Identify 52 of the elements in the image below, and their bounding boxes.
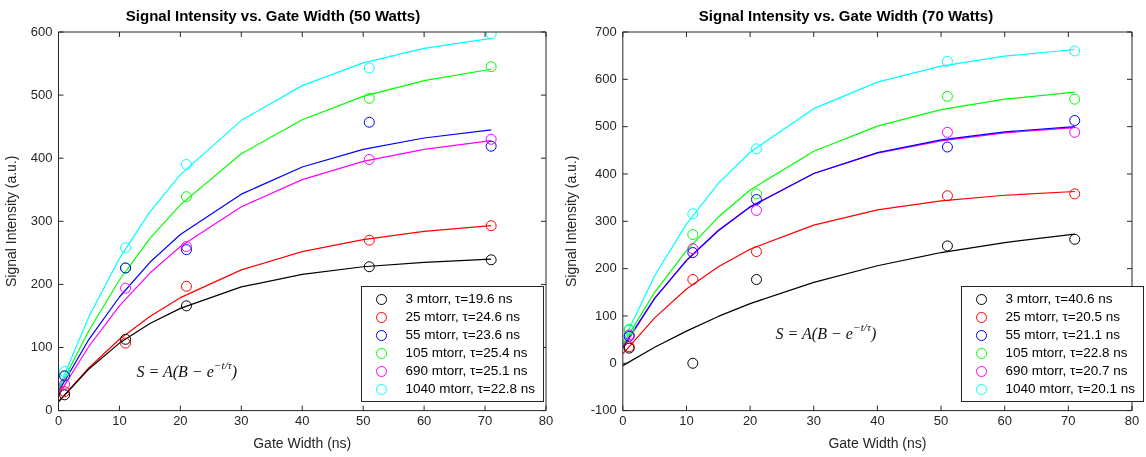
y-tick-label: 600 bbox=[595, 70, 617, 86]
x-tick-label: 30 bbox=[806, 412, 821, 428]
x-tick-label: 10 bbox=[112, 412, 127, 428]
y-tick-label: 700 bbox=[595, 23, 617, 39]
legend-label: 105 mtorr, τ=22.8 ns bbox=[1005, 344, 1128, 362]
legend-label: 3 mtorr, τ=40.6 ns bbox=[1005, 290, 1113, 308]
x-tick-label: 20 bbox=[742, 412, 758, 428]
x-tick-label: 10 bbox=[679, 412, 694, 428]
legend-label: 3 mtorr, τ=19.6 ns bbox=[405, 290, 513, 308]
x-tick-label: 40 bbox=[295, 412, 310, 428]
y-tick-label: 100 bbox=[30, 339, 53, 355]
y-tick-label: 200 bbox=[595, 260, 617, 276]
legend-label: 105 mtorr, τ=25.4 ns bbox=[405, 344, 528, 362]
x-tick-label: 60 bbox=[997, 412, 1012, 428]
y-tick-label: 0 bbox=[609, 354, 617, 370]
x-tick-label: 0 bbox=[54, 412, 63, 428]
x-tick-label: 0 bbox=[619, 412, 627, 428]
chart-title: Signal Intensity vs. Gate Width (70 Watts) bbox=[698, 7, 994, 25]
x-tick-label: 30 bbox=[234, 412, 249, 428]
y-tick-label: 100 bbox=[595, 307, 617, 323]
x-axis-title: Gate Width (ns) bbox=[253, 435, 352, 452]
x-tick-label: 70 bbox=[1061, 412, 1076, 428]
y-tick-label: 400 bbox=[30, 149, 53, 165]
x-tick-label: 70 bbox=[477, 412, 493, 428]
x-tick-label: 80 bbox=[538, 412, 554, 428]
y-tick-label: 500 bbox=[30, 86, 53, 102]
x-tick-label: 40 bbox=[870, 412, 885, 428]
x-tick-label: 20 bbox=[173, 412, 188, 428]
y-axis-title: Signal Intensity (a.u.) bbox=[563, 155, 580, 288]
chart-title: Signal Intensity vs. Gate Width (50 Watts) bbox=[125, 7, 421, 25]
legend-label: 1040 mtorr, τ=20.1 ns bbox=[1005, 380, 1135, 398]
y-tick-label: 500 bbox=[595, 118, 617, 134]
y-tick-label: 0 bbox=[45, 402, 53, 418]
legend-label: 55 mtorr, τ=21.1 ns bbox=[1005, 326, 1120, 344]
legend-label: 690 mtorr, τ=20.7 ns bbox=[1005, 362, 1128, 380]
legend-label: 55 mtorr, τ=23.6 ns bbox=[405, 326, 520, 344]
x-axis-title: Gate Width (ns) bbox=[828, 435, 927, 452]
x-tick-label: 60 bbox=[416, 412, 432, 428]
legend-label: 25 mtorr, τ=24.6 ns bbox=[405, 308, 520, 326]
legend-label: 25 mtorr, τ=20.5 ns bbox=[1005, 308, 1120, 326]
x-tick-label: 80 bbox=[1124, 412, 1140, 428]
y-tick-label: 600 bbox=[30, 23, 53, 39]
y-axis-title: Signal Intensity (a.u.) bbox=[3, 155, 20, 288]
x-tick-label: 50 bbox=[933, 412, 949, 428]
y-tick-label: 300 bbox=[30, 212, 53, 228]
y-tick-label: 200 bbox=[30, 275, 53, 291]
x-tick-label: 50 bbox=[355, 412, 371, 428]
legend-label: 690 mtorr, τ=25.1 ns bbox=[405, 362, 528, 380]
y-tick-label: 300 bbox=[595, 212, 617, 228]
legend-label: 1040 mtorr, τ=22.8 ns bbox=[405, 380, 535, 398]
y-tick-label: 400 bbox=[595, 165, 617, 181]
y-tick-label: -100 bbox=[590, 402, 617, 418]
